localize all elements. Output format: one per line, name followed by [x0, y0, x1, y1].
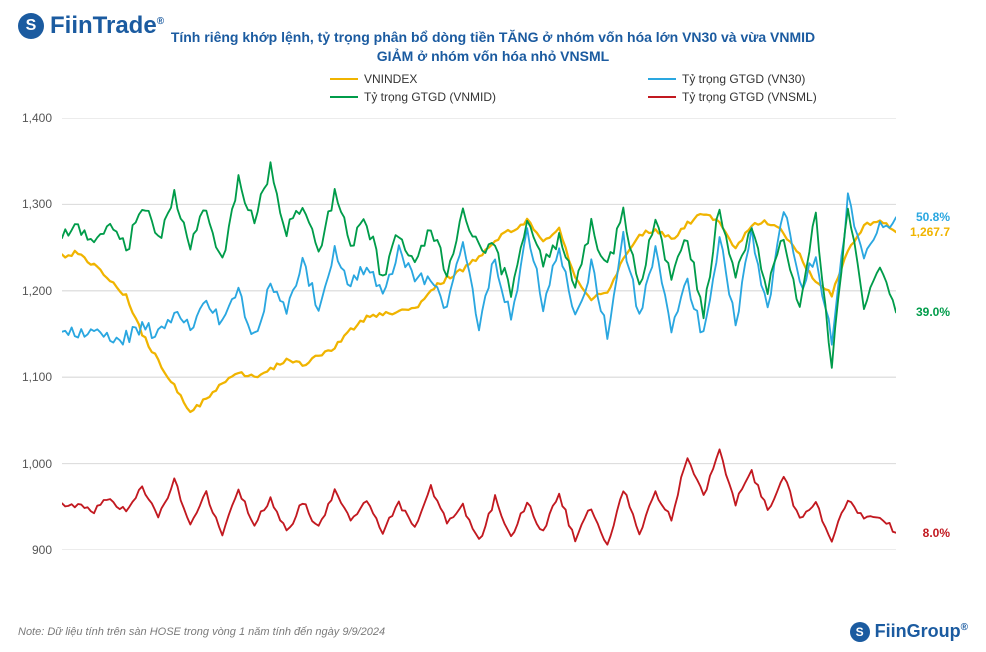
legend-item: Tỷ trọng GTGD (VNSML)	[648, 90, 936, 104]
y-tick-label: 1,400	[22, 111, 52, 125]
footer-brand-icon: S	[850, 622, 870, 642]
legend-label: VNINDEX	[364, 72, 417, 86]
legend-item: VNINDEX	[330, 72, 618, 86]
y-tick-label: 1,100	[22, 370, 52, 384]
chart-legend: VNINDEX Tỷ trọng GTGD (VN30) Tỷ trọng GTGD…	[330, 72, 936, 104]
series-end-label: 39.0%	[916, 305, 950, 319]
chart-title: Tính riêng khớp lệnh, tỷ trọng phân bổ d…	[0, 28, 986, 66]
title-line-2: GIẢM ở nhóm vốn hóa nhỏ VNSML	[40, 47, 946, 66]
chart-area: 9001,0001,1001,2001,3001,400 1,267.750.8…	[14, 118, 950, 602]
legend-label: Tỷ trọng GTGD (VNSML)	[682, 90, 817, 104]
plot-area: 1,267.750.8%39.0%8.0%	[62, 118, 896, 550]
series-end-label: 8.0%	[923, 526, 950, 540]
legend-label: Tỷ trọng GTGD (VNMID)	[364, 90, 496, 104]
y-tick-label: 1,200	[22, 284, 52, 298]
footer-brand: S FiinGroup®	[850, 621, 968, 642]
series-end-label: 1,267.7	[910, 225, 950, 239]
footer-note: Note: Dữ liệu tính trên sàn HOSE trong v…	[18, 626, 385, 638]
legend-swatch	[648, 96, 676, 98]
legend-swatch	[648, 78, 676, 80]
legend-swatch	[330, 78, 358, 80]
legend-swatch	[330, 96, 358, 98]
y-axis: 9001,0001,1001,2001,3001,400	[14, 118, 58, 550]
footer-brand-name: FiinGroup®	[875, 621, 968, 642]
series-end-label: 50.8%	[916, 210, 950, 224]
title-line-1: Tính riêng khớp lệnh, tỷ trọng phân bổ d…	[40, 28, 946, 47]
x-axis: 9/8/239/15/239/22/239/29/2310/6/2310/13/…	[62, 550, 896, 602]
y-tick-label: 1,300	[22, 197, 52, 211]
legend-label: Tỷ trọng GTGD (VN30)	[682, 72, 805, 86]
legend-item: Tỷ trọng GTGD (VN30)	[648, 72, 936, 86]
y-tick-label: 900	[32, 543, 52, 557]
y-tick-label: 1,000	[22, 457, 52, 471]
legend-item: Tỷ trọng GTGD (VNMID)	[330, 90, 618, 104]
